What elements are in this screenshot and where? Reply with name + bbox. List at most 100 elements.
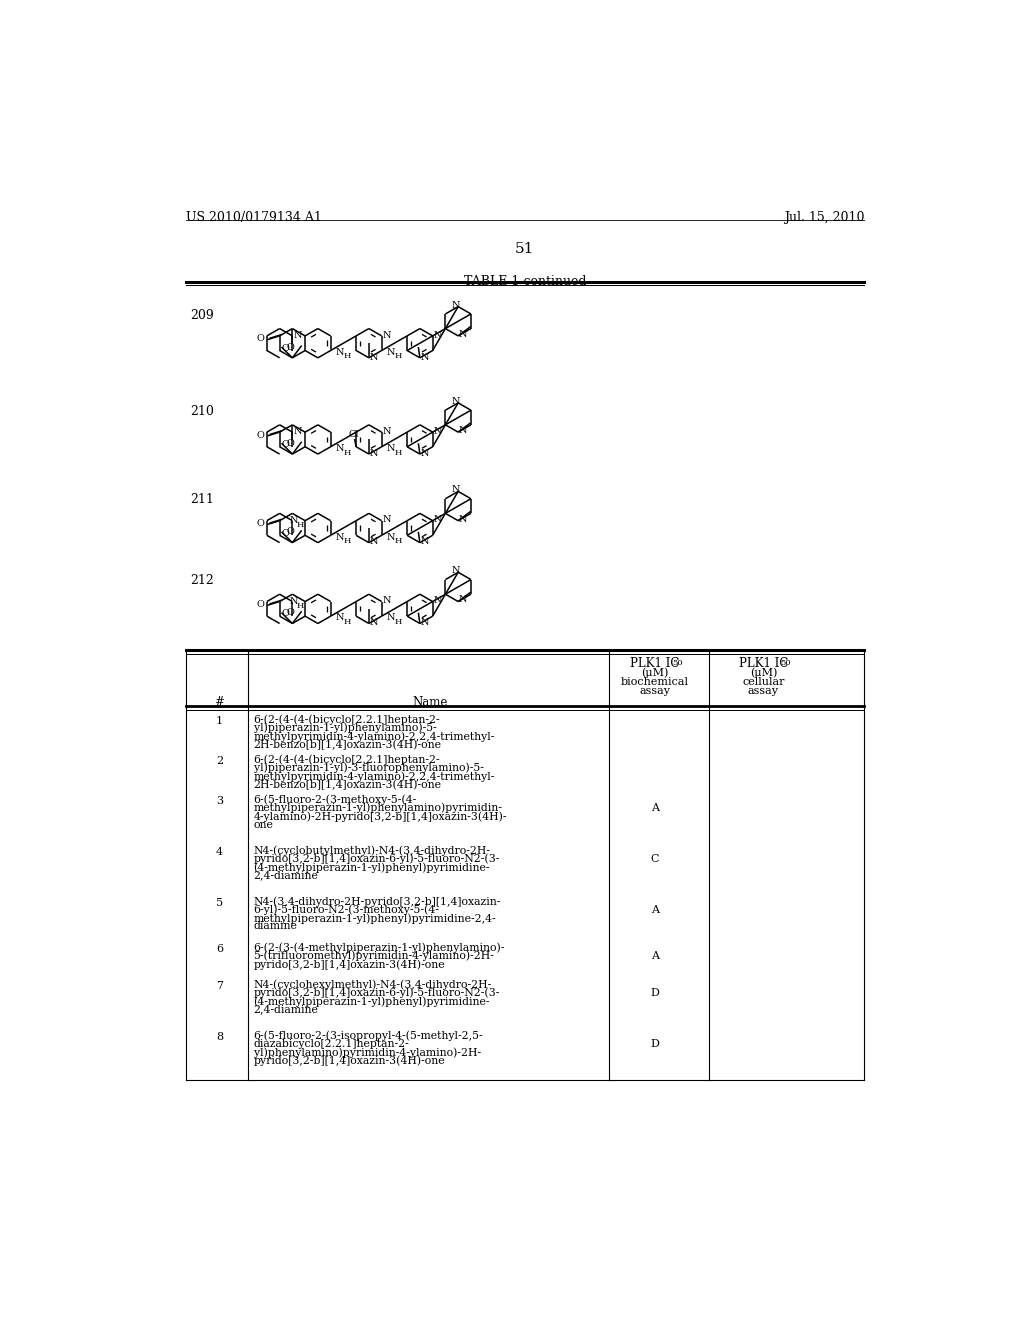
- Text: 51: 51: [515, 242, 535, 256]
- Text: 6-(2-(3-(4-methylpiperazin-1-yl)phenylamino)-: 6-(2-(3-(4-methylpiperazin-1-yl)phenylam…: [254, 942, 505, 953]
- Text: 8: 8: [216, 1032, 223, 1041]
- Text: 2,4-diamine: 2,4-diamine: [254, 871, 318, 880]
- Text: 6-(5-fluoro-2-(3-methoxy-5-(4-: 6-(5-fluoro-2-(3-methoxy-5-(4-: [254, 795, 417, 805]
- Text: pyrido[3,2-b][1,4]oxazin-3(4H)-one: pyrido[3,2-b][1,4]oxazin-3(4H)-one: [254, 1056, 445, 1067]
- Text: methylpyrimidin-4-ylamino)-2,2,4-trimethyl-: methylpyrimidin-4-ylamino)-2,2,4-trimeth…: [254, 771, 495, 781]
- Text: (4-methylpiperazin-1-yl)phenyl)pyrimidine-: (4-methylpiperazin-1-yl)phenyl)pyrimidin…: [254, 997, 490, 1007]
- Text: one: one: [254, 820, 273, 830]
- Text: 211: 211: [190, 494, 214, 507]
- Text: 2H-benzo[b][1,4]oxazin-3(4H)-one: 2H-benzo[b][1,4]oxazin-3(4H)-one: [254, 739, 441, 750]
- Text: pyrido[3,2-b][1,4]oxazin-3(4H)-one: pyrido[3,2-b][1,4]oxazin-3(4H)-one: [254, 960, 445, 970]
- Text: #: #: [214, 696, 224, 709]
- Text: O: O: [282, 528, 290, 537]
- Text: N: N: [452, 566, 460, 576]
- Text: N: N: [433, 597, 442, 606]
- Text: yl)piperazin-1-yl)phenylamino)-5-: yl)piperazin-1-yl)phenylamino)-5-: [254, 723, 436, 734]
- Text: O: O: [256, 601, 264, 609]
- Text: D: D: [650, 1039, 659, 1048]
- Text: N: N: [382, 426, 391, 436]
- Text: O: O: [256, 430, 264, 440]
- Text: A: A: [651, 904, 659, 915]
- Text: O: O: [282, 440, 290, 449]
- Text: 50: 50: [780, 659, 792, 667]
- Text: 7: 7: [216, 981, 223, 991]
- Text: N: N: [421, 449, 429, 458]
- Text: N: N: [459, 515, 467, 524]
- Text: 5-(trifluoromethyl)pyrimidin-4-ylamino)-2H-: 5-(trifluoromethyl)pyrimidin-4-ylamino)-…: [254, 950, 495, 961]
- Text: (μM): (μM): [641, 668, 669, 678]
- Text: N: N: [459, 426, 467, 436]
- Text: 2H-benzo[b][1,4]oxazin-3(4H)-one: 2H-benzo[b][1,4]oxazin-3(4H)-one: [254, 780, 441, 791]
- Text: H: H: [394, 449, 402, 457]
- Text: Cl: Cl: [348, 430, 359, 440]
- Text: methylpiperazin-1-yl)phenyl)pyrimidine-2,4-: methylpiperazin-1-yl)phenyl)pyrimidine-2…: [254, 913, 497, 924]
- Text: O: O: [282, 343, 290, 352]
- Text: 209: 209: [190, 309, 214, 322]
- Text: H: H: [344, 618, 351, 626]
- Text: pyrido[3,2-b][1,4]oxazin-6-yl)-5-fluoro-N2-(3-: pyrido[3,2-b][1,4]oxazin-6-yl)-5-fluoro-…: [254, 987, 500, 998]
- Text: 6-yl)-5-fluoro-N2-(3-methoxy-5-(4-: 6-yl)-5-fluoro-N2-(3-methoxy-5-(4-: [254, 904, 439, 915]
- Text: D: D: [650, 987, 659, 998]
- Text: yl)piperazin-1-yl)-3-fluorophenylamino)-5-: yl)piperazin-1-yl)-3-fluorophenylamino)-…: [254, 763, 483, 774]
- Text: N: N: [289, 516, 298, 524]
- Text: cellular: cellular: [742, 677, 784, 686]
- Text: O: O: [282, 610, 290, 618]
- Text: N: N: [370, 537, 378, 546]
- Text: H: H: [344, 352, 351, 360]
- Text: N: N: [336, 614, 344, 623]
- Text: A: A: [651, 803, 659, 813]
- Text: 4-ylamino)-2H-pyrido[3,2-b][1,4]oxazin-3(4H)-: 4-ylamino)-2H-pyrido[3,2-b][1,4]oxazin-3…: [254, 812, 507, 822]
- Text: N: N: [336, 348, 344, 356]
- Text: N: N: [382, 597, 391, 606]
- Text: (μM): (μM): [750, 668, 777, 678]
- Text: 5: 5: [216, 898, 223, 908]
- Text: pyrido[3,2-b][1,4]oxazin-6-yl)-5-fluoro-N2-(3-: pyrido[3,2-b][1,4]oxazin-6-yl)-5-fluoro-…: [254, 854, 500, 865]
- Text: US 2010/0179134 A1: US 2010/0179134 A1: [186, 211, 322, 224]
- Text: (4-methylpiperazin-1-yl)phenyl)pyrimidine-: (4-methylpiperazin-1-yl)phenyl)pyrimidin…: [254, 862, 490, 873]
- Text: 210: 210: [190, 405, 214, 418]
- Text: N4-(3,4-dihydro-2H-pyrido[3,2-b][1,4]oxazin-: N4-(3,4-dihydro-2H-pyrido[3,2-b][1,4]oxa…: [254, 896, 501, 907]
- Text: Jul. 15, 2010: Jul. 15, 2010: [783, 211, 864, 224]
- Text: N: N: [370, 449, 378, 458]
- Text: PLK1 IC: PLK1 IC: [738, 657, 788, 671]
- Text: Name: Name: [413, 696, 447, 709]
- Text: biochemical: biochemical: [621, 677, 689, 686]
- Text: N: N: [421, 618, 429, 627]
- Text: 3: 3: [216, 796, 223, 807]
- Text: 6: 6: [216, 944, 223, 954]
- Text: TABLE 1-continued: TABLE 1-continued: [464, 276, 586, 289]
- Text: A: A: [651, 950, 659, 961]
- Text: N: N: [387, 533, 395, 541]
- Text: H: H: [394, 618, 402, 626]
- Text: 6-(2-(4-(4-(bicyclo[2.2.1]heptan-2-: 6-(2-(4-(4-(bicyclo[2.2.1]heptan-2-: [254, 714, 440, 725]
- Text: N: N: [433, 426, 442, 436]
- Text: N: N: [382, 515, 391, 524]
- Text: 2,4-diamine: 2,4-diamine: [254, 1005, 318, 1015]
- Text: O: O: [256, 519, 264, 528]
- Text: N: N: [370, 618, 378, 627]
- Text: O: O: [286, 609, 294, 618]
- Text: N: N: [289, 597, 298, 606]
- Text: N4-(cyclohexylmethyl)-N4-(3,4-dihydro-2H-: N4-(cyclohexylmethyl)-N4-(3,4-dihydro-2H…: [254, 979, 492, 990]
- Text: H: H: [296, 521, 304, 529]
- Text: N: N: [452, 486, 460, 495]
- Text: yl)phenylamino)pyrimidin-4-ylamino)-2H-: yl)phenylamino)pyrimidin-4-ylamino)-2H-: [254, 1047, 480, 1057]
- Text: N: N: [459, 595, 467, 605]
- Text: N: N: [294, 428, 302, 436]
- Text: N: N: [452, 301, 460, 310]
- Text: H: H: [344, 537, 351, 545]
- Text: N4-(cyclobutylmethyl)-N4-(3,4-dihydro-2H-: N4-(cyclobutylmethyl)-N4-(3,4-dihydro-2H…: [254, 845, 490, 855]
- Text: assay: assay: [748, 686, 779, 696]
- Text: C: C: [650, 854, 659, 863]
- Text: H: H: [296, 602, 304, 610]
- Text: N: N: [387, 348, 395, 356]
- Text: 50: 50: [672, 659, 683, 667]
- Text: N: N: [433, 515, 442, 524]
- Text: methylpyrimidin-4-ylamino)-2,2,4-trimethyl-: methylpyrimidin-4-ylamino)-2,2,4-trimeth…: [254, 731, 495, 742]
- Text: O: O: [286, 528, 294, 536]
- Text: methylpiperazin-1-yl)phenylamino)pyrimidin-: methylpiperazin-1-yl)phenylamino)pyrimid…: [254, 803, 503, 813]
- Text: 6-(2-(4-(4-(bicyclo[2.2.1]heptan-2-: 6-(2-(4-(4-(bicyclo[2.2.1]heptan-2-: [254, 755, 440, 766]
- Text: PLK1 IC: PLK1 IC: [631, 657, 680, 671]
- Text: 4: 4: [216, 847, 223, 857]
- Text: assay: assay: [640, 686, 671, 696]
